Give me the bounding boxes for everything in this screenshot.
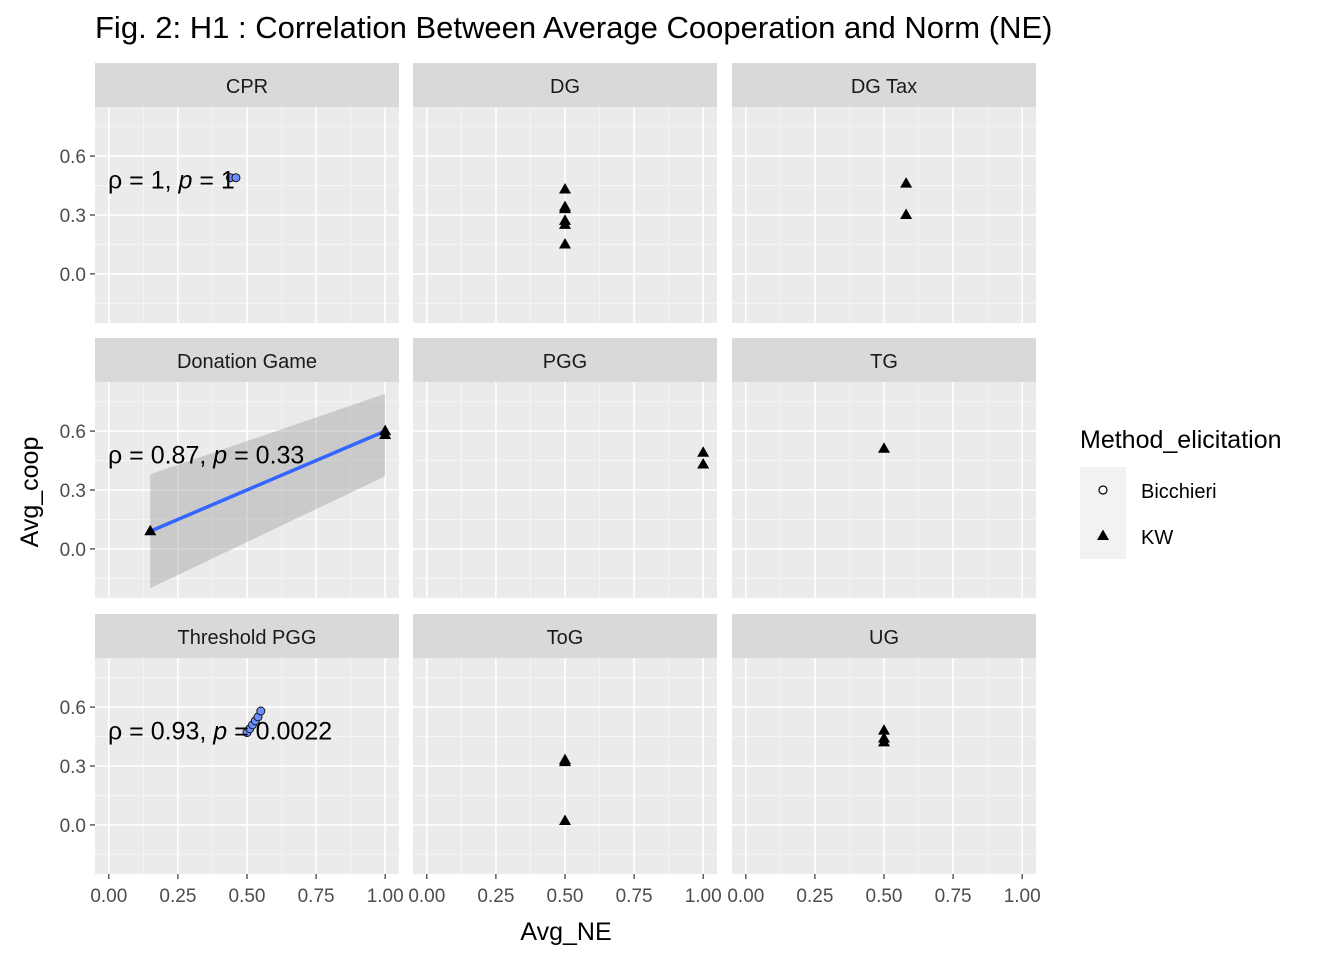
panel-donation-game: Donation Game 0.0 0.3 0.6 ρ = 0.87, p = 0.33: [60, 338, 399, 598]
facet-strip: [413, 63, 717, 107]
facet-strip: [732, 63, 1036, 107]
x-tick-label: 1.00: [1004, 886, 1041, 907]
data-point-kw: [559, 814, 571, 825]
panel-threshold-pgg: Threshold PGG 0.0 0.3 0.6 0.00 0.25 0.50 0.75 1.…: [60, 614, 404, 907]
x-tick-label: 0.50: [866, 886, 903, 907]
x-tick-label: 0.00: [727, 886, 764, 907]
y-tick-label: 0.6: [60, 422, 86, 443]
panel-dg: DG: [413, 63, 717, 323]
data-point-kw: [144, 524, 157, 536]
data-point-bicchieri: [231, 173, 241, 183]
data-point-kw: [559, 755, 571, 767]
panel-ug: UG 0.00 0.25 0.50 0.75 1.00: [727, 614, 1041, 907]
facet-label: DG Tax: [851, 76, 917, 98]
data-point-kw: [559, 182, 571, 194]
facet-label: TG: [870, 351, 898, 373]
facet-label: Donation Game: [177, 351, 317, 373]
legend-label-kw: KW: [1141, 527, 1173, 549]
x-tick-label: 0.25: [477, 886, 514, 907]
facet-label: DG: [550, 76, 580, 98]
y-tick-label: 0.3: [60, 481, 86, 502]
data-point-kw: [878, 442, 890, 453]
facet-label: CPR: [226, 76, 268, 98]
data-point-kw: [379, 428, 392, 440]
panel-tg: TG: [732, 338, 1036, 598]
y-tick-label: 0.6: [60, 698, 86, 719]
data-point-bicchieri: [256, 706, 266, 716]
x-tick-label: 0.50: [229, 886, 266, 907]
x-axis-title: Avg_NE: [520, 918, 611, 946]
legend-label-bicchieri: Bicchieri: [1141, 481, 1217, 503]
correlation-annotation: ρ = 0.87, p = 0.33: [108, 442, 304, 470]
data-point-kw: [559, 237, 571, 249]
x-tick-label: 0.75: [935, 886, 972, 907]
correlation-annotation: ρ = 1, p = 1: [108, 167, 235, 195]
y-axis-title: Avg_coop: [16, 437, 44, 548]
legend: Method_elicitation Bicchieri KW: [1080, 426, 1282, 559]
x-tick-label: 1.00: [685, 886, 722, 907]
panels-layer: CPR 0.0 0.3 0.6 ρ = 1, p = 1 DG DG Tax Donation…: [60, 63, 1041, 907]
facet-strip: [95, 614, 399, 658]
legend-symbol-triangle: [1097, 529, 1109, 540]
panel-dg-tax: DG Tax: [732, 63, 1036, 323]
data-point-kw: [878, 735, 890, 747]
x-tick-label: 0.75: [616, 886, 653, 907]
legend-title: Method_elicitation: [1080, 426, 1282, 454]
facet-label: Threshold PGG: [178, 627, 317, 649]
facet-strip: [413, 338, 717, 382]
y-tick-label: 0.0: [60, 816, 86, 837]
facet-label: PGG: [543, 351, 587, 373]
data-point-kw: [900, 177, 913, 188]
data-point-kw: [697, 457, 710, 469]
data-point-kw: [697, 446, 710, 457]
x-tick-label: 0.75: [298, 886, 335, 907]
x-tick-label: 0.00: [408, 886, 445, 907]
regression-line: [149, 429, 386, 533]
x-tick-label: 0.25: [796, 886, 833, 907]
data-point-kw: [559, 202, 571, 214]
facet-strip: [732, 338, 1036, 382]
panel-pgg: PGG: [413, 338, 717, 598]
data-point-kw: [878, 724, 890, 735]
confidence-band: [150, 393, 386, 589]
x-tick-label: 0.50: [547, 886, 584, 907]
facet-strip: [732, 614, 1036, 658]
data-point-kw: [900, 208, 913, 219]
y-tick-label: 0.0: [60, 265, 86, 286]
x-tick-label: 1.00: [367, 886, 404, 907]
y-tick-label: 0.0: [60, 540, 86, 561]
correlation-annotation: ρ = 0.93, p = 0.0022: [108, 718, 332, 746]
y-tick-label: 0.3: [60, 757, 86, 778]
facet-strip: [413, 614, 717, 658]
panel-cpr: CPR 0.0 0.3 0.6 ρ = 1, p = 1: [60, 63, 399, 323]
data-point-kw: [559, 218, 571, 229]
legend-symbol-open-circle: [1098, 485, 1108, 495]
y-tick-label: 0.6: [60, 147, 86, 168]
facet-label: UG: [869, 627, 899, 649]
chart-title: Fig. 2: H1 : Correlation Between Average…: [95, 10, 1053, 45]
y-tick-label: 0.3: [60, 206, 86, 227]
facet-strip: [95, 338, 399, 382]
facet-strip: [95, 63, 399, 107]
panel-tog: ToG 0.00 0.25 0.50 0.75 1.00: [408, 614, 722, 907]
x-tick-label: 0.00: [90, 886, 127, 907]
facet-label: ToG: [547, 627, 584, 649]
x-tick-label: 0.25: [159, 886, 196, 907]
